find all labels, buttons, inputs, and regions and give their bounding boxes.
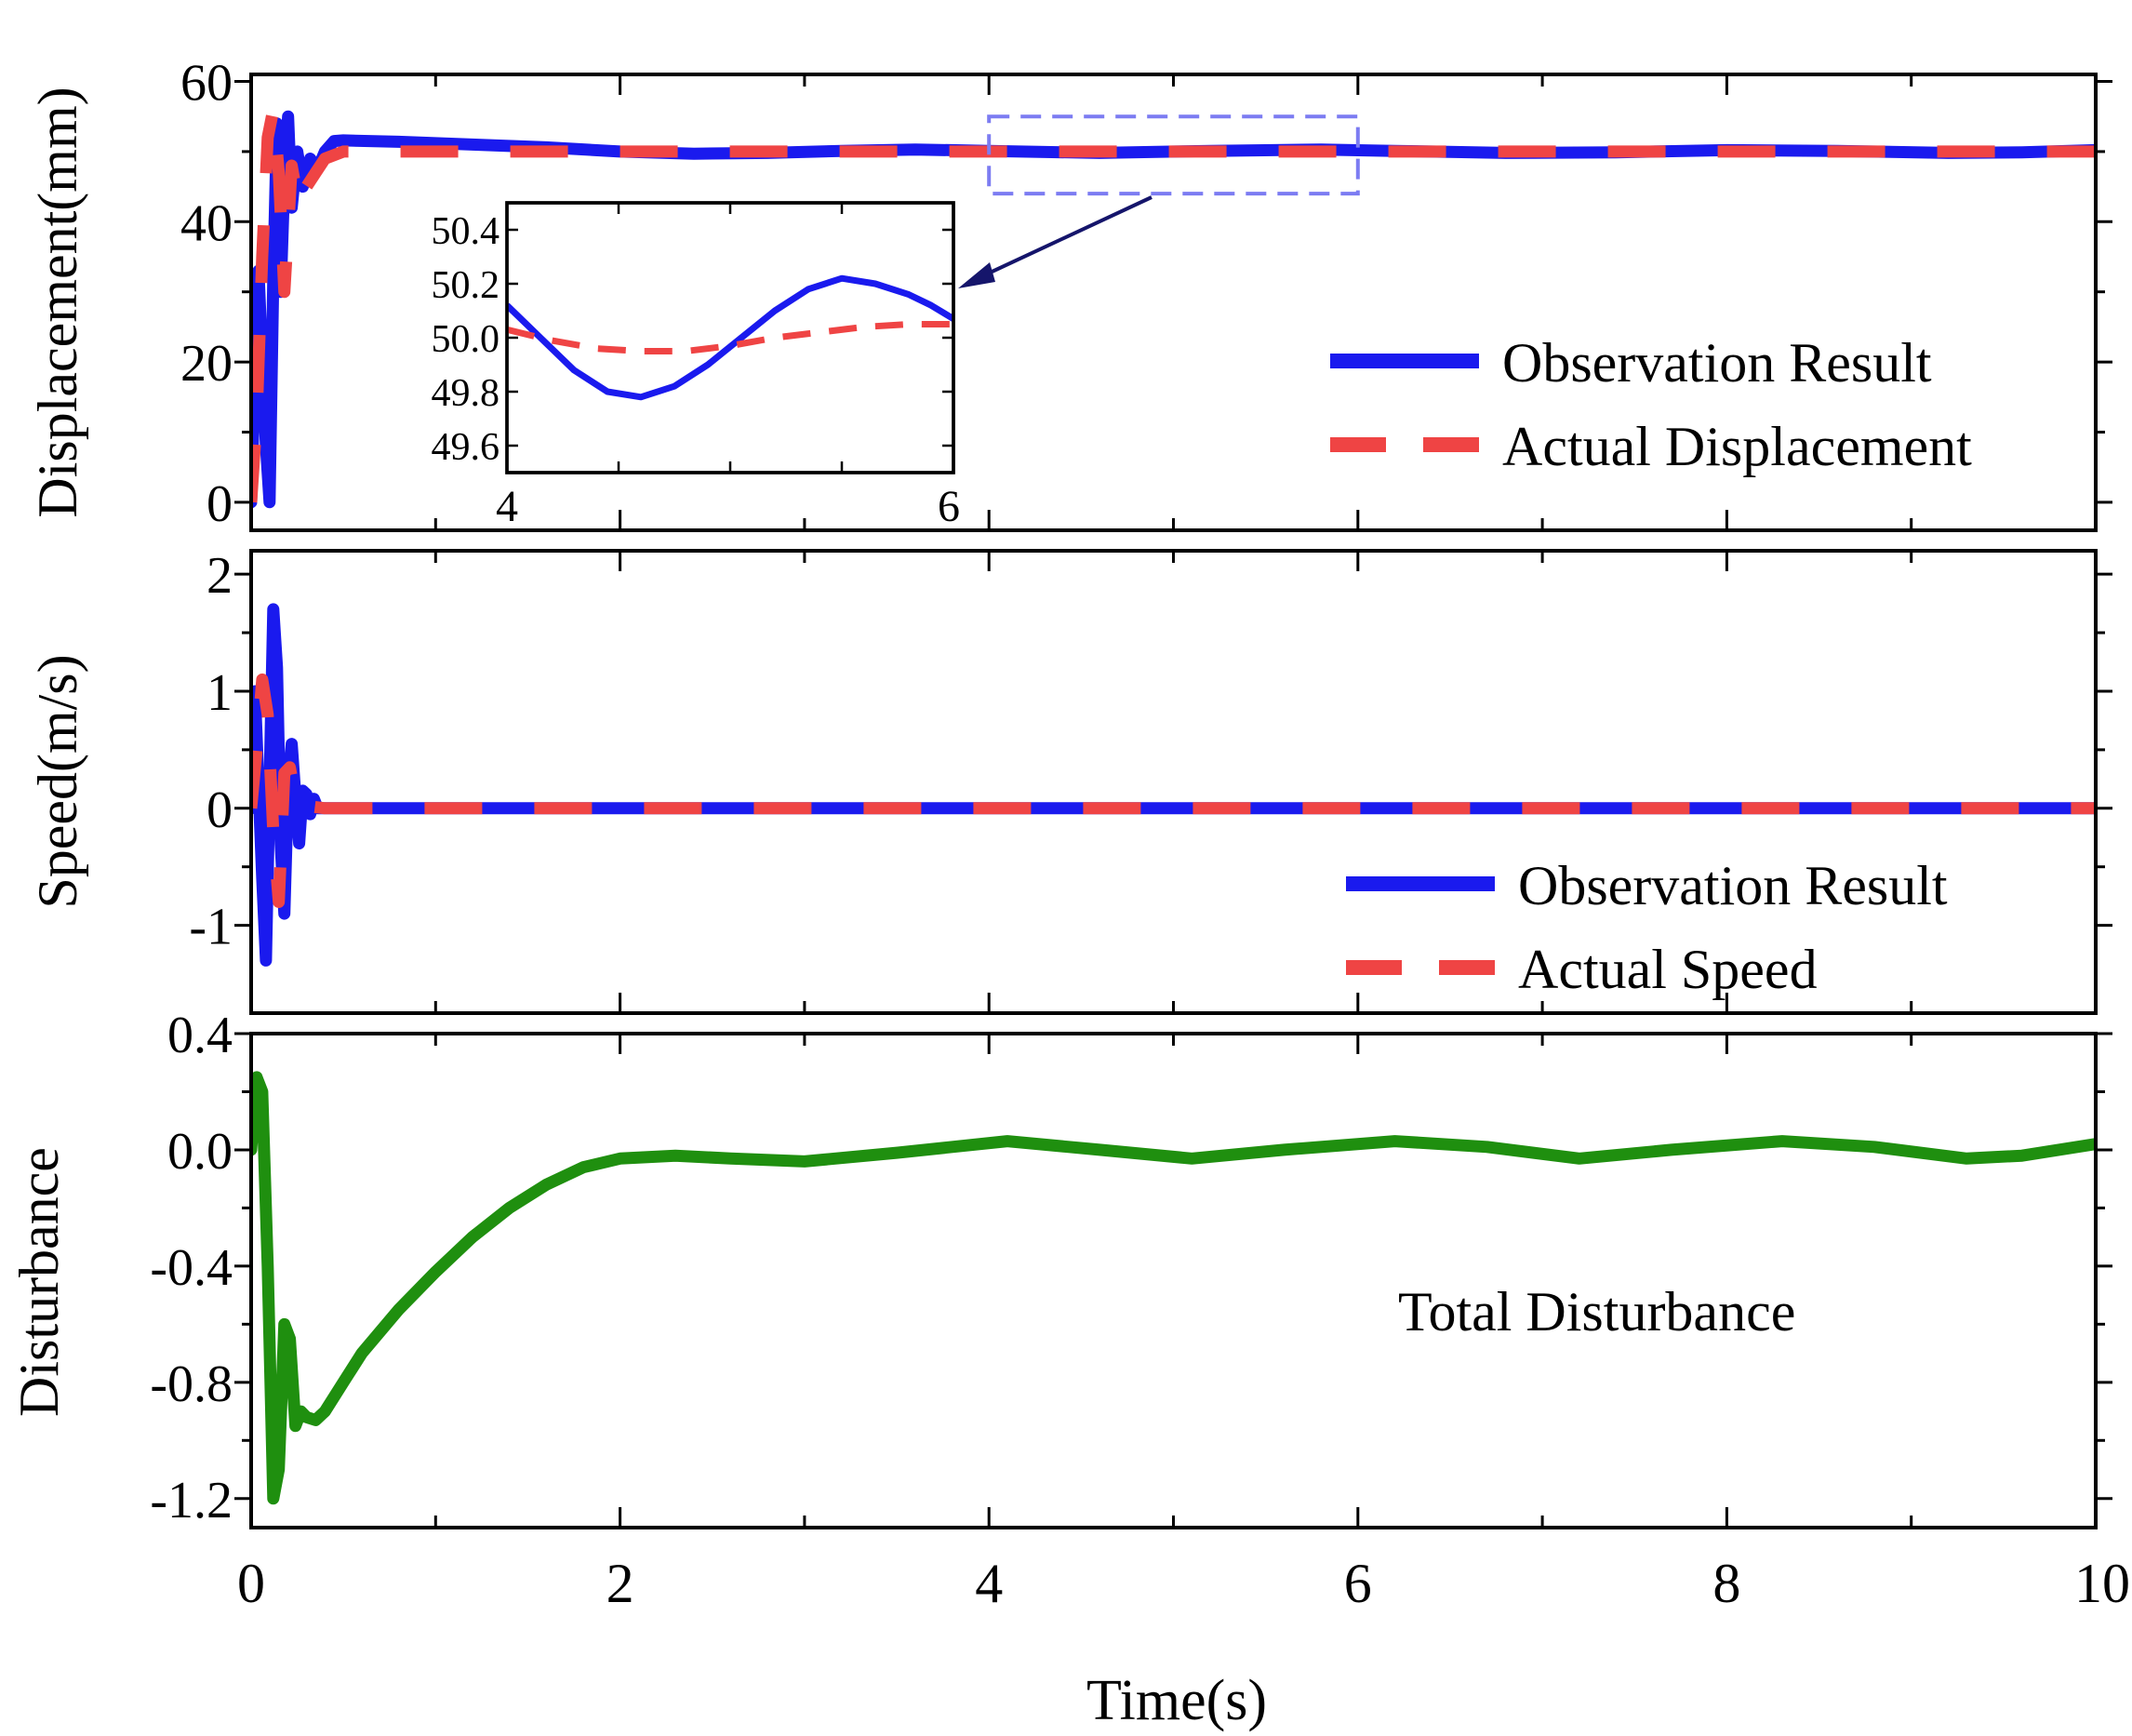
x-tick-label: 6 (1344, 1553, 1372, 1614)
y-tick-label: 20 (180, 335, 233, 393)
displacement-legend: Observation Result Actual Displacement (1330, 332, 1972, 477)
inset-frame (505, 201, 955, 474)
x-tick-label: 4 (975, 1553, 1003, 1614)
disturbance-plot-area (251, 1071, 2096, 1505)
speed-axes-frame (249, 549, 2098, 1015)
x-tick-label: 10 (2074, 1553, 2130, 1614)
displacement-inset: 4 6 49.6 49.8 50.0 50.2 50.4 (432, 201, 960, 531)
inset-x-tick-label-end: 6 (938, 482, 960, 531)
y-tick-label: -0.8 (150, 1355, 233, 1413)
x-axis-label: Time(s) (1086, 1669, 1267, 1732)
inset-arrow-head (958, 262, 995, 288)
displacement-y-axis-label: Displacement(mm) (27, 87, 88, 517)
y-tick-label: 0 (207, 781, 233, 839)
displacement-series-actual-displacement (251, 103, 2096, 503)
inset-series-observation-result (507, 274, 953, 401)
legend-observation-label: Observation Result (1502, 332, 1932, 394)
y-tick-label: 60 (180, 55, 233, 113)
speed-legend: Observation Result Actual Speed (1346, 855, 1948, 1000)
inset-y-tick-label: 50.2 (432, 264, 500, 307)
x-tick-label: 0 (237, 1553, 265, 1614)
inset-series-actual-displacement (507, 321, 953, 354)
total-disturbance-annotation: Total Disturbance (1398, 1281, 1795, 1342)
disturbance-y-axis-label: Disturbance (8, 1147, 70, 1417)
y-tick-label: 1 (207, 664, 233, 722)
inset-y-tick-label: 50.4 (432, 210, 500, 253)
displacement-panel: Displacement(mm) Observation Result Actu… (27, 55, 2112, 533)
inset-y-tick-label: 49.6 (432, 426, 500, 469)
speed-plot-area (251, 603, 2096, 967)
inset-y-tick-label: 49.8 (432, 372, 500, 415)
x-tick-label: 8 (1712, 1553, 1740, 1614)
x-axis-tick-labels: 0 2 4 6 8 10 (237, 1553, 2130, 1614)
y-tick-label: 0.4 (167, 1007, 233, 1064)
legend-speed-observation-label: Observation Result (1518, 855, 1948, 916)
speed-y-axis-label: Speed(m/s) (27, 654, 88, 908)
y-tick-label: 0.0 (167, 1123, 233, 1181)
inset-plot-area (507, 274, 953, 401)
y-tick-label: 40 (180, 194, 233, 252)
legend-actual-speed-label: Actual Speed (1518, 939, 1818, 1000)
speed-series-actual-speed (251, 673, 2096, 908)
inset-y-tick-label: 50.0 (432, 318, 500, 361)
displacement-plot-area (251, 103, 2096, 509)
y-tick-label: -1 (189, 899, 233, 956)
displacement-series-observation-result (251, 110, 2096, 509)
disturbance-panel: Disturbance Total Disturbance -1.2 -0.8 -0… (8, 1007, 2112, 1529)
inset-arrow (971, 195, 1153, 283)
disturbance-axes-frame (249, 1032, 2098, 1529)
y-tick-label: -0.4 (150, 1239, 233, 1297)
displacement-axes-frame (249, 73, 2098, 532)
disturbance-series-total-disturbance (251, 1071, 2096, 1505)
x-tick-label: 2 (606, 1553, 634, 1614)
y-tick-label: 0 (207, 475, 233, 533)
inset-x-tick-label-start: 4 (496, 482, 518, 531)
speed-panel: Speed(m/s) Observation Result Actual Spe… (27, 547, 2112, 1015)
legend-actual-displacement-label: Actual Displacement (1502, 416, 1972, 477)
y-tick-label: 2 (207, 547, 233, 605)
y-tick-label: -1.2 (150, 1472, 233, 1529)
inset-zoom-indicator (958, 114, 1360, 288)
